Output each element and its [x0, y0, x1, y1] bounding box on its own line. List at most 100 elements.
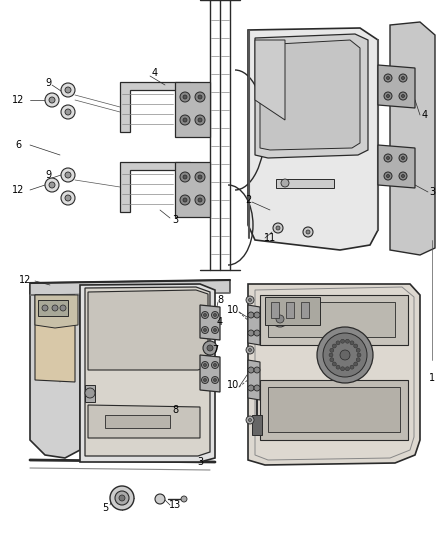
- Circle shape: [198, 198, 202, 202]
- Circle shape: [254, 367, 260, 373]
- Circle shape: [330, 348, 334, 352]
- Text: 6: 6: [15, 140, 21, 150]
- Text: 9: 9: [45, 78, 51, 88]
- Circle shape: [330, 358, 334, 362]
- Circle shape: [254, 330, 260, 336]
- Circle shape: [248, 349, 251, 351]
- Circle shape: [198, 95, 202, 99]
- Circle shape: [386, 77, 389, 79]
- Circle shape: [212, 361, 219, 368]
- Circle shape: [356, 358, 360, 362]
- Polygon shape: [255, 40, 285, 120]
- Circle shape: [180, 195, 190, 205]
- Polygon shape: [200, 305, 220, 340]
- Circle shape: [183, 95, 187, 99]
- Circle shape: [213, 313, 216, 317]
- Circle shape: [336, 341, 340, 345]
- Polygon shape: [286, 302, 294, 318]
- Circle shape: [213, 378, 216, 382]
- Text: 3: 3: [429, 187, 435, 197]
- Circle shape: [281, 179, 289, 187]
- Polygon shape: [255, 34, 368, 158]
- Circle shape: [248, 385, 254, 391]
- Polygon shape: [175, 162, 210, 217]
- Circle shape: [195, 195, 205, 205]
- Polygon shape: [268, 302, 395, 337]
- Polygon shape: [85, 287, 210, 456]
- Text: 12: 12: [19, 275, 31, 285]
- Polygon shape: [265, 297, 320, 325]
- Text: 3: 3: [172, 215, 178, 225]
- Circle shape: [246, 296, 254, 304]
- Text: 9: 9: [45, 170, 51, 180]
- Circle shape: [246, 416, 254, 424]
- Polygon shape: [260, 40, 360, 150]
- Polygon shape: [38, 300, 68, 316]
- Circle shape: [61, 191, 75, 205]
- Circle shape: [276, 226, 280, 230]
- Circle shape: [65, 87, 71, 93]
- Circle shape: [85, 388, 95, 398]
- Circle shape: [42, 305, 48, 311]
- Circle shape: [356, 348, 360, 352]
- Circle shape: [272, 311, 288, 327]
- Circle shape: [340, 350, 350, 360]
- Polygon shape: [248, 360, 260, 400]
- Circle shape: [350, 341, 354, 345]
- Polygon shape: [200, 355, 220, 392]
- Polygon shape: [378, 65, 415, 108]
- Circle shape: [246, 346, 254, 354]
- Polygon shape: [35, 295, 75, 382]
- Circle shape: [60, 305, 66, 311]
- Text: 12: 12: [12, 95, 24, 105]
- Circle shape: [273, 223, 283, 233]
- Circle shape: [303, 227, 313, 237]
- Circle shape: [204, 313, 206, 317]
- Circle shape: [254, 385, 260, 391]
- Circle shape: [45, 93, 59, 107]
- Polygon shape: [301, 302, 309, 318]
- Circle shape: [201, 376, 208, 384]
- Circle shape: [195, 92, 205, 102]
- Polygon shape: [390, 22, 435, 255]
- Circle shape: [402, 174, 405, 177]
- Circle shape: [212, 311, 219, 319]
- Circle shape: [402, 77, 405, 79]
- Circle shape: [399, 74, 407, 82]
- Circle shape: [332, 344, 336, 348]
- Circle shape: [195, 115, 205, 125]
- Circle shape: [110, 486, 134, 510]
- Circle shape: [248, 367, 254, 373]
- Polygon shape: [88, 405, 200, 438]
- Polygon shape: [175, 82, 210, 137]
- Circle shape: [212, 327, 219, 334]
- Circle shape: [402, 157, 405, 159]
- Circle shape: [201, 327, 208, 334]
- Circle shape: [354, 344, 358, 348]
- Circle shape: [213, 328, 216, 332]
- Circle shape: [386, 94, 389, 98]
- Circle shape: [248, 312, 254, 318]
- Circle shape: [384, 154, 392, 162]
- Circle shape: [198, 175, 202, 179]
- Polygon shape: [30, 280, 230, 295]
- Circle shape: [402, 94, 405, 98]
- Circle shape: [65, 172, 71, 178]
- Circle shape: [248, 298, 251, 302]
- Circle shape: [329, 353, 333, 357]
- Polygon shape: [105, 415, 170, 428]
- Polygon shape: [378, 145, 415, 188]
- Text: 1: 1: [429, 373, 435, 383]
- Circle shape: [357, 353, 361, 357]
- Text: 8: 8: [217, 295, 223, 305]
- Text: 4: 4: [422, 110, 428, 120]
- Circle shape: [201, 311, 208, 319]
- Circle shape: [317, 327, 373, 383]
- Circle shape: [384, 92, 392, 100]
- Polygon shape: [30, 285, 80, 458]
- Circle shape: [181, 496, 187, 502]
- Circle shape: [212, 376, 219, 384]
- Circle shape: [346, 367, 350, 371]
- Polygon shape: [85, 385, 95, 402]
- Circle shape: [180, 92, 190, 102]
